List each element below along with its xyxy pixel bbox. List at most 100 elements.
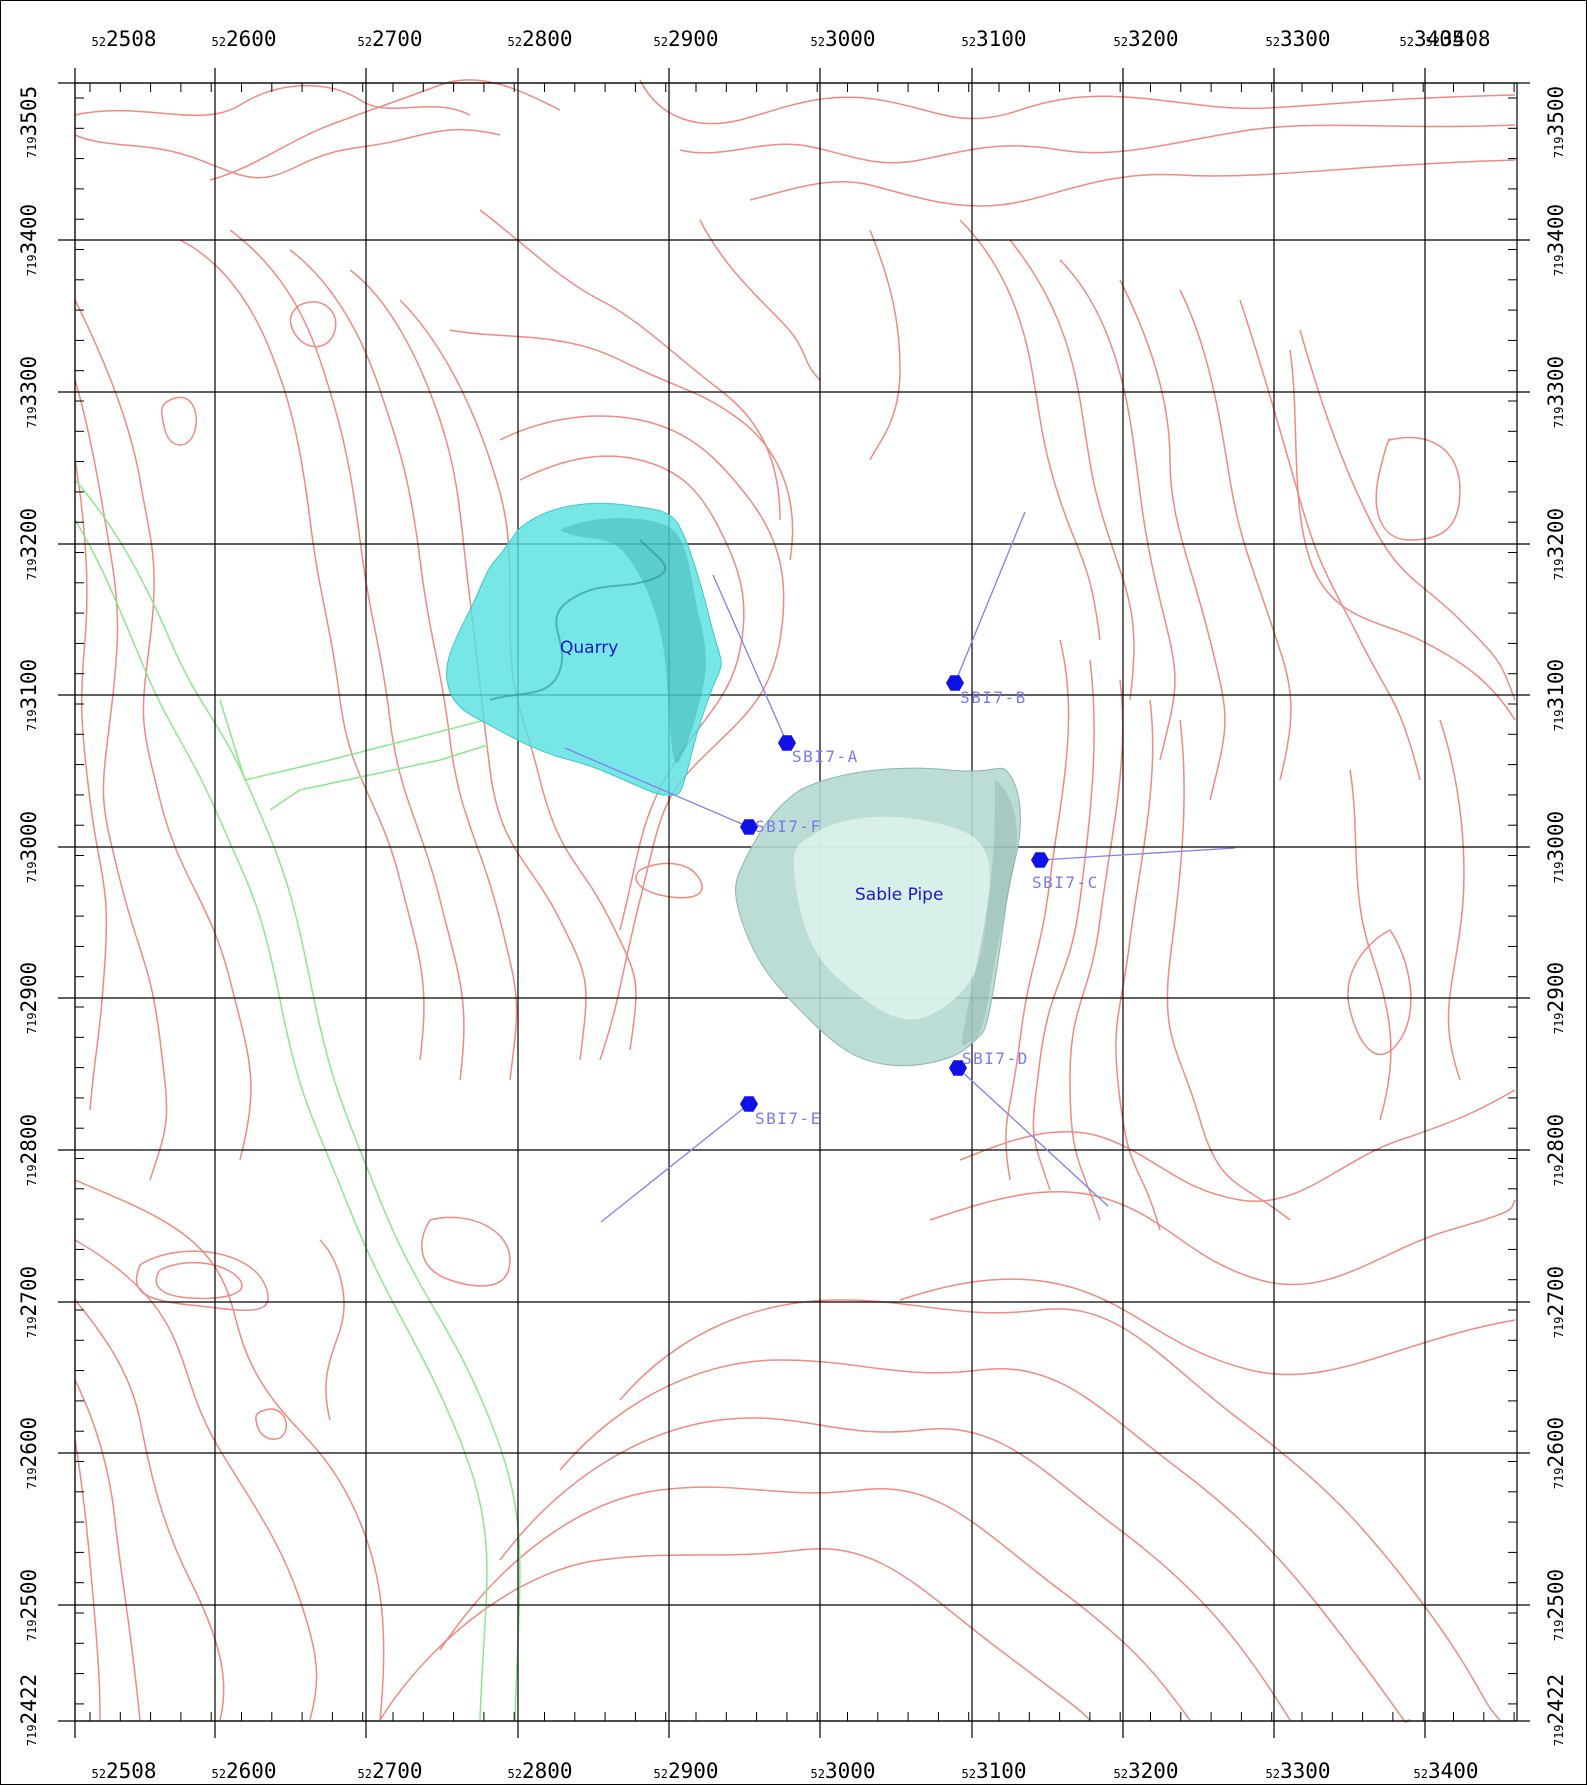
drillhole-collar <box>778 735 796 751</box>
road-line <box>269 744 489 811</box>
northing-label-left: 7193000 <box>17 811 41 883</box>
easting-label-top: 522600 <box>211 27 276 51</box>
northing-label-left: 7193300 <box>17 356 41 428</box>
northing-label-right: 7192800 <box>1544 1114 1568 1186</box>
northing-label-left: 7192500 <box>17 1569 41 1641</box>
contour-line <box>619 1299 1501 1721</box>
easting-label-bottom: 522800 <box>507 1759 572 1783</box>
drillhole-collar <box>1031 852 1049 868</box>
contour-line <box>1439 719 1465 1081</box>
northing-label-right: 7193300 <box>1544 356 1568 428</box>
contour-line <box>74 84 471 117</box>
contour-line <box>255 1408 287 1440</box>
contour-line <box>959 219 1101 641</box>
contour-line <box>499 1417 1291 1721</box>
northing-label-left: 7192700 <box>17 1266 41 1338</box>
contour-line <box>869 229 901 461</box>
northing-label-right: 7192422 <box>1544 1674 1568 1746</box>
northing-label-right: 7192700 <box>1544 1266 1568 1338</box>
contour-line <box>421 1216 511 1287</box>
easting-label-top: 522800 <box>507 27 572 51</box>
northing-label-left: 7193505 <box>17 86 41 158</box>
northing-label-right: 7192600 <box>1544 1417 1568 1489</box>
northing-label-left: 7192900 <box>17 962 41 1034</box>
contour-line <box>74 459 108 1111</box>
easting-label-bottom: 523000 <box>810 1759 875 1783</box>
northing-label-right: 7192900 <box>1544 962 1568 1034</box>
contour-line <box>74 299 252 1161</box>
easting-label-top: 522900 <box>653 27 718 51</box>
quarry-solid: Quarry <box>446 502 722 796</box>
northing-label-left: 7193200 <box>17 508 41 580</box>
drillhole-trace <box>712 574 788 744</box>
axis-labels: 522508 522600 522700 522800 522900 523000 5231… <box>17 27 1568 1783</box>
contour-line <box>289 249 518 1081</box>
contour-line <box>1289 349 1516 721</box>
contour-line <box>74 1379 141 1721</box>
drillhole-label: SBI7-B <box>960 688 1027 707</box>
contour-line <box>639 79 1516 125</box>
contour-line <box>179 239 425 1061</box>
quarry-rim <box>489 539 667 701</box>
drillhole-trace <box>600 1103 750 1223</box>
drillhole-label: SBI7-A <box>792 747 859 766</box>
easting-label-bottom: 522508 <box>91 1759 156 1783</box>
contour-line <box>74 1439 101 1721</box>
contour-line <box>749 159 1516 207</box>
quarry-label: Quarry <box>560 638 618 658</box>
contour-line <box>1347 929 1412 1056</box>
northing-label-left: 7192800 <box>17 1114 41 1186</box>
easting-label-bottom: 522900 <box>653 1759 718 1783</box>
contour-line <box>929 1190 1516 1286</box>
easting-label-bottom: 522600 <box>211 1759 276 1783</box>
contour-line <box>74 379 168 1181</box>
road-line <box>74 519 488 1721</box>
contour-line <box>135 1250 269 1311</box>
northing-label-left: 7193400 <box>17 204 41 276</box>
contour-line <box>1119 279 1226 801</box>
contour-line <box>74 128 501 179</box>
northing-label-right: 7193100 <box>1544 659 1568 731</box>
contour-line <box>959 1089 1516 1203</box>
easting-label-top: 522508 <box>91 27 156 51</box>
contour-line <box>155 1261 243 1300</box>
contour-line <box>1375 436 1461 541</box>
easting-label-top: 523200 <box>1113 27 1178 51</box>
contour-line <box>1059 259 1176 761</box>
drillhole-trace <box>564 747 750 828</box>
contour-line <box>289 301 337 348</box>
contour-line <box>1069 679 1124 1221</box>
drillhole-label: SBI7-D <box>962 1049 1029 1068</box>
contour-line <box>74 1299 225 1721</box>
contour-line <box>1005 639 1070 1181</box>
drillhole-collars: SBI7-A SBI7-B SBI7-C SBI7-D SBI7-E SBI7-F <box>564 511 1236 1223</box>
drillhole-trace <box>1039 847 1236 861</box>
northing-label-left: 7192422 <box>17 1674 41 1746</box>
road-line <box>219 699 486 781</box>
northing-label-right: 7193200 <box>1544 508 1568 580</box>
topographic-contours <box>74 79 1516 1723</box>
drillhole-trace <box>957 1067 1109 1207</box>
contour-line <box>379 1548 1091 1721</box>
contour-line <box>160 396 197 446</box>
access-roads <box>74 479 521 1721</box>
easting-label-bottom: 523100 <box>961 1759 1026 1783</box>
northing-label-left: 7193100 <box>17 659 41 731</box>
contour-line <box>229 229 465 1081</box>
drillhole-collar <box>949 1060 967 1076</box>
drillhole-collar <box>740 1096 758 1112</box>
contour-line <box>1239 299 1421 781</box>
drillhole-label: SBI7-F <box>755 817 822 836</box>
contour-line <box>209 79 561 181</box>
drillhole-collar <box>740 819 758 835</box>
axis-minor-ticks <box>75 83 1517 1721</box>
drillhole-collar <box>946 675 964 691</box>
easting-label-bottom: 523300 <box>1265 1759 1330 1783</box>
easting-label-top: 523405 <box>1399 27 1464 51</box>
contour-line <box>1349 769 1392 1121</box>
quarry-shading <box>560 518 706 764</box>
contour-line <box>1115 699 1161 1231</box>
contour-line <box>1009 239 1135 701</box>
contour-line <box>74 1179 385 1721</box>
